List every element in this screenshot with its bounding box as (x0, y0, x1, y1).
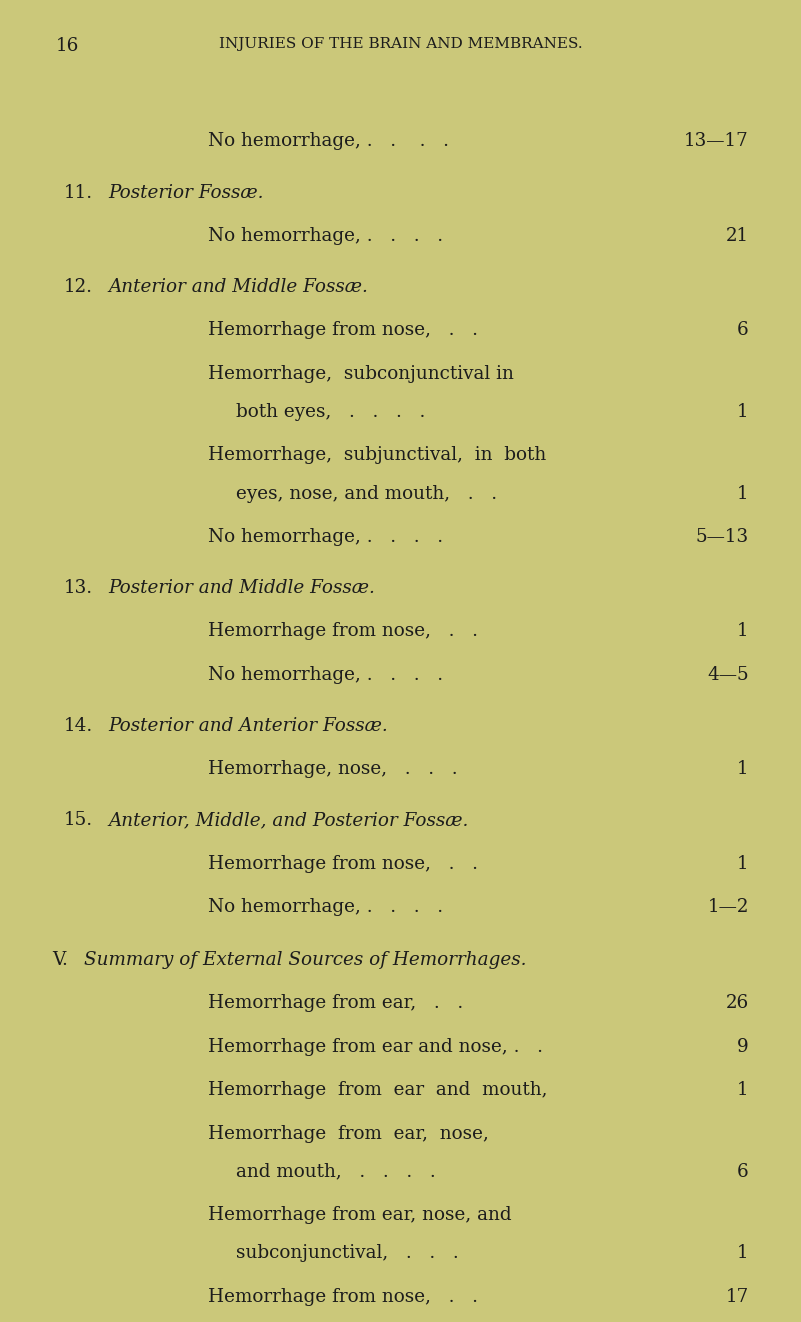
Text: 1: 1 (737, 484, 749, 502)
Text: Hemorrhage, nose,   .   .   .: Hemorrhage, nose, . . . (208, 760, 458, 779)
Text: V.: V. (52, 951, 68, 969)
Text: Posterior Fossæ.: Posterior Fossæ. (108, 184, 264, 201)
Text: 1: 1 (737, 623, 749, 640)
Text: 1: 1 (737, 403, 749, 420)
Text: 6: 6 (737, 321, 749, 340)
Text: eyes, nose, and mouth,   .   .: eyes, nose, and mouth, . . (236, 484, 497, 502)
Text: No hemorrhage, .   .   .   .: No hemorrhage, . . . . (208, 666, 444, 683)
Text: Hemorrhage from nose,   .   .: Hemorrhage from nose, . . (208, 623, 478, 640)
Text: 17: 17 (726, 1288, 749, 1306)
Text: 1: 1 (737, 760, 749, 779)
Text: 15.: 15. (64, 812, 93, 829)
Text: and mouth,   .   .   .   .: and mouth, . . . . (236, 1162, 436, 1181)
Text: 1: 1 (737, 855, 749, 873)
Text: Hemorrhage from nose,   .   .: Hemorrhage from nose, . . (208, 855, 478, 873)
Text: Anterior, Middle, and Posterior Fossæ.: Anterior, Middle, and Posterior Fossæ. (108, 812, 469, 829)
Text: 12.: 12. (64, 278, 93, 296)
Text: 4—5: 4—5 (707, 666, 749, 683)
Text: 6: 6 (737, 1162, 749, 1181)
Text: Hemorrhage from ear,   .   .: Hemorrhage from ear, . . (208, 994, 464, 1013)
Text: 13—17: 13—17 (684, 132, 749, 151)
Text: Summary of External Sources of Hemorrhages.: Summary of External Sources of Hemorrhag… (84, 951, 526, 969)
Text: subconjunctival,   .   .   .: subconjunctival, . . . (236, 1244, 459, 1263)
Text: No hemorrhage, .   .    .   .: No hemorrhage, . . . . (208, 132, 449, 151)
Text: 13.: 13. (64, 579, 93, 598)
Text: 1: 1 (737, 1081, 749, 1099)
Text: No hemorrhage, .   .   .   .: No hemorrhage, . . . . (208, 527, 444, 546)
Text: 9: 9 (737, 1038, 749, 1056)
Text: INJURIES OF THE BRAIN AND MEMBRANES.: INJURIES OF THE BRAIN AND MEMBRANES. (219, 37, 582, 52)
Text: Hemorrhage from ear, nose, and: Hemorrhage from ear, nose, and (208, 1206, 512, 1224)
Text: Hemorrhage  from  ear  and  mouth,: Hemorrhage from ear and mouth, (208, 1081, 548, 1099)
Text: 14.: 14. (64, 717, 94, 735)
Text: Hemorrhage  from  ear,  nose,: Hemorrhage from ear, nose, (208, 1125, 489, 1142)
Text: Hemorrhage from ear and nose, .   .: Hemorrhage from ear and nose, . . (208, 1038, 543, 1056)
Text: 1: 1 (737, 1244, 749, 1263)
Text: Hemorrhage,  subconjunctival in: Hemorrhage, subconjunctival in (208, 365, 514, 383)
Text: 21: 21 (726, 227, 749, 245)
Text: No hemorrhage, .   .   .   .: No hemorrhage, . . . . (208, 898, 444, 916)
Text: 26: 26 (726, 994, 749, 1013)
Text: Hemorrhage from nose,   .   .: Hemorrhage from nose, . . (208, 1288, 478, 1306)
Text: 5—13: 5—13 (696, 527, 749, 546)
Text: Posterior and Anterior Fossæ.: Posterior and Anterior Fossæ. (108, 717, 388, 735)
Text: Anterior and Middle Fossæ.: Anterior and Middle Fossæ. (108, 278, 368, 296)
Text: 11.: 11. (64, 184, 93, 201)
Text: Hemorrhage,  subjunctival,  in  both: Hemorrhage, subjunctival, in both (208, 447, 546, 464)
Text: 16: 16 (56, 37, 79, 56)
Text: Hemorrhage from nose,   .   .: Hemorrhage from nose, . . (208, 321, 478, 340)
Text: both eyes,   .   .   .   .: both eyes, . . . . (236, 403, 425, 420)
Text: No hemorrhage, .   .   .   .: No hemorrhage, . . . . (208, 227, 444, 245)
Text: Posterior and Middle Fossæ.: Posterior and Middle Fossæ. (108, 579, 375, 598)
Text: 1—2: 1—2 (707, 898, 749, 916)
